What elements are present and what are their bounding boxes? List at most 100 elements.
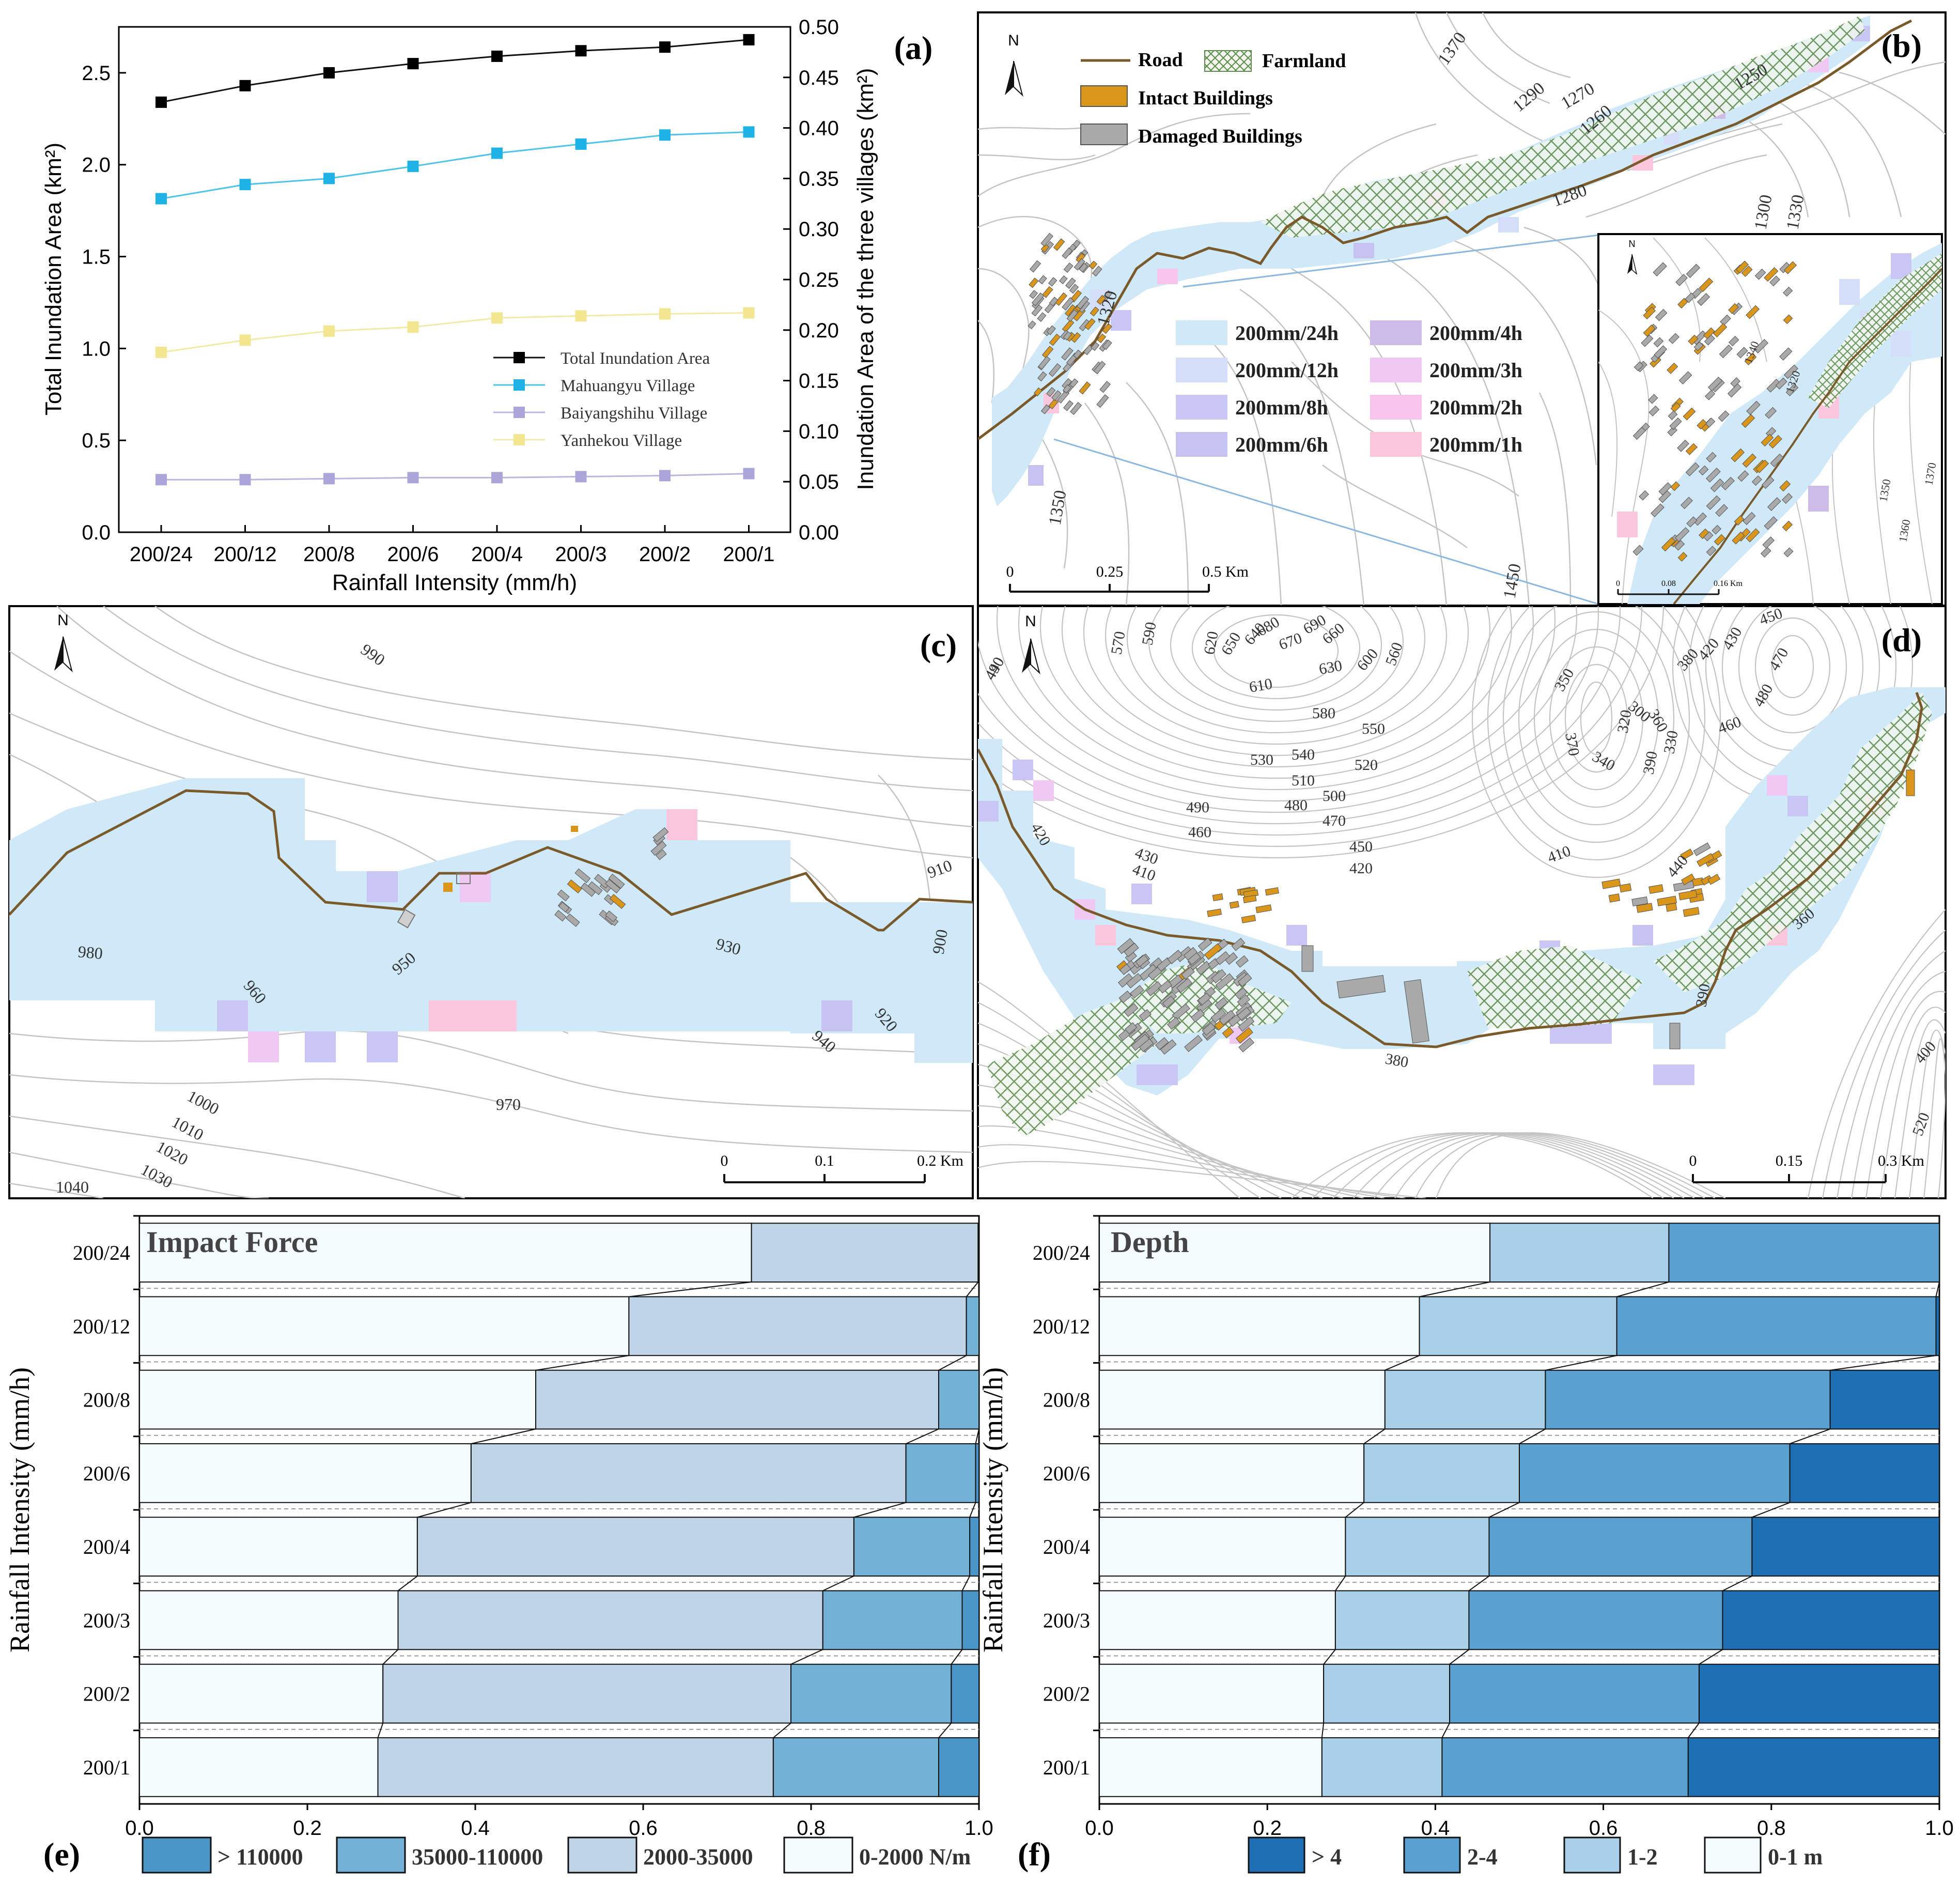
intact-building (1062, 319, 1075, 333)
d-contour-line (1738, 606, 1847, 734)
bar-connector (1321, 1723, 1325, 1738)
scenario-label-2: 200mm/8h (1235, 396, 1328, 419)
c-contour-label: 980 (77, 942, 103, 963)
d-contour-line (978, 1144, 1406, 1198)
intact-building (1670, 402, 1681, 413)
d-contour-line (1126, 606, 1426, 734)
stacked-bar-segment (951, 1663, 979, 1724)
x-tick-label: 0.2 (1253, 1817, 1282, 1840)
a-legend-label: Baiyangshihu Village (561, 404, 707, 423)
intact-building (1688, 334, 1699, 346)
d-contour-label: 320 (1614, 708, 1635, 734)
damaged-building (1705, 390, 1716, 400)
damaged-building (1184, 1034, 1203, 1053)
intact-building (1608, 893, 1621, 903)
damaged-building (1767, 497, 1781, 511)
a-y2tick-label: 0.50 (799, 16, 839, 39)
x-tick-label: 0.4 (1421, 1817, 1450, 1840)
damaged-building (594, 874, 610, 889)
damaged-building (1096, 394, 1109, 408)
intact-building (1746, 528, 1760, 543)
intact-building (443, 883, 453, 892)
panel-c-label: (c) (920, 627, 957, 663)
damaged-building (1190, 1009, 1205, 1023)
damaged-building (1124, 943, 1139, 958)
a-data-point (407, 321, 419, 333)
bar-connector (1752, 1502, 1790, 1518)
damaged-building (1668, 410, 1678, 420)
bar-legend-swatch (783, 1836, 853, 1874)
intact-building (1049, 333, 1061, 346)
intact-building (1677, 552, 1688, 562)
bar-connector (471, 1428, 536, 1444)
stacked-bar-segment (1488, 1517, 1753, 1577)
scenario-swatch-6 (1370, 395, 1422, 420)
intact-building (1079, 381, 1091, 395)
intact-building (1779, 480, 1791, 492)
damaged-building (1197, 937, 1212, 951)
damaged-building (1051, 390, 1062, 401)
d-contour-label: 380 (1384, 1050, 1410, 1071)
panel-b-scenario-legend: 200mm/24h 200mm/12h 200mm/8h 200mm/6h 200mm/… (1176, 320, 1522, 457)
damaged-building (1049, 297, 1059, 306)
damaged-building (1167, 1017, 1180, 1030)
a-legend-label: Total Inundation Area (561, 349, 710, 368)
damaged-building (1028, 320, 1036, 330)
d-contour-label: 330 (1660, 729, 1681, 755)
damaged-building (1685, 462, 1700, 476)
intact-building (1097, 333, 1107, 343)
x-tick-label: 0.0 (1085, 1817, 1114, 1840)
damaged-building (1706, 468, 1721, 483)
damaged-building (1693, 341, 1704, 351)
c-contour-label: 900 (928, 928, 951, 956)
panel-e-stacked-bars: 200/24 200/12 200/8 200/6 200/4 200/3 200/2 200… (4, 1215, 993, 1874)
panel-a-xlabel: Rainfall Intensity (mm/h) (332, 570, 577, 595)
a-data-point (491, 147, 503, 159)
a-data-point (323, 325, 335, 337)
damaged-building (1698, 465, 1709, 476)
a-xtick-label: 200/24 (130, 543, 193, 566)
intact-building (1207, 908, 1222, 917)
d-contour-line (1083, 606, 1469, 756)
bar-category-label: 200/8 (83, 1388, 130, 1412)
a-xtick-label: 200/6 (387, 543, 439, 566)
damaged-building (1654, 345, 1668, 359)
bar-category-label: 200/24 (1033, 1241, 1090, 1264)
stacked-bar-segment (139, 1223, 752, 1283)
panel-c-map: 990 910 980 960 950 930 920 900 940 970 … (8, 605, 974, 1199)
panel-c-road (9, 789, 973, 932)
damaged-building (1065, 277, 1076, 289)
a-ytick-label: 0.0 (82, 521, 111, 544)
inset-scale-2: 0.16 Km (1714, 579, 1743, 588)
intact-building (1685, 443, 1698, 455)
panel-d-scale-bar: 0 0.15 0.3 Km (1689, 1152, 1924, 1183)
intact-building (1677, 298, 1688, 308)
damaged-building (1069, 284, 1079, 294)
damaged-building (1238, 1037, 1254, 1053)
damaged-building (587, 881, 603, 895)
intact-building (1643, 325, 1656, 337)
a-data-point (323, 67, 335, 79)
damaged-building (1202, 1023, 1216, 1036)
damaged-building (1658, 482, 1672, 496)
intact-building (1041, 346, 1054, 359)
damaged-building (1762, 536, 1775, 549)
damaged-building (1729, 335, 1739, 347)
bar-category-label: 200/3 (1043, 1609, 1090, 1632)
stacked-bar-segment (1099, 1737, 1323, 1797)
d-contour-line (1213, 614, 1339, 688)
a-ytick-label: 2.0 (82, 154, 111, 177)
bar-legend-label: 1-2 (1627, 1844, 1658, 1870)
d-scale-1: 0.15 (1776, 1152, 1803, 1169)
b-scale-2: 0.5 Km (1202, 563, 1249, 580)
intact-building (1055, 292, 1068, 306)
x-tick-label: 0.2 (293, 1817, 322, 1840)
scenario-swatch-5 (1370, 358, 1422, 382)
panel-a-y2label: Inundation Area of the three villages (k… (853, 68, 878, 490)
panel-b-contour-labels: 1370 1290 1270 1260 1250 1280 1300 1330 … (1045, 29, 1808, 600)
bar-connector (773, 1722, 791, 1738)
intact-building (1643, 306, 1656, 320)
damaged-building (1219, 1010, 1236, 1026)
panel-b-buildings (1028, 233, 1113, 415)
